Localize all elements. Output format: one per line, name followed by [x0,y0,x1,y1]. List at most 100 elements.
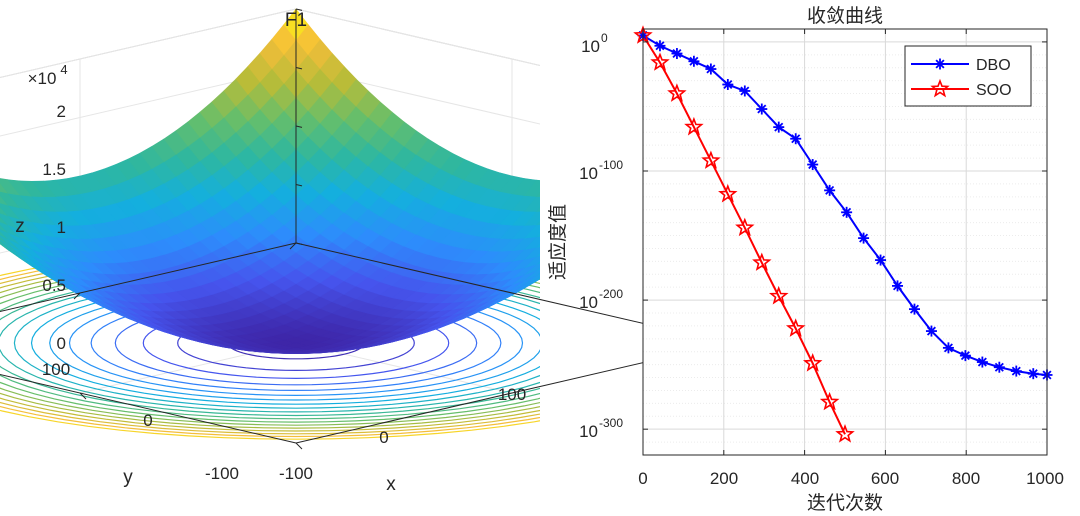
z-tick-label: 1 [57,218,66,237]
surface-mesh [0,8,644,355]
legend-box [904,45,1032,107]
marker-stroke [740,86,750,96]
marker-stroke [935,59,945,69]
data-point-soo [802,353,823,372]
data-point-dbo [875,254,887,266]
data-point-dbo [993,361,1005,373]
x-tick-label: 0 [379,428,388,447]
data-point-dbo [739,85,751,97]
data-point-dbo [773,121,785,133]
surface-patch [572,241,596,258]
data-point-dbo [671,48,683,60]
y-tick [73,292,81,300]
y-tick-base: 10 [579,422,598,441]
z-tick-label: 2 [57,102,66,121]
series-markers [633,25,1053,443]
data-point-dbo [807,159,819,171]
surface-patch [608,195,632,215]
axis-ticks-3d [73,8,303,450]
y-tick [289,242,297,250]
surface-patch [584,226,608,244]
data-point-soo [684,116,704,136]
marker-stroke [909,304,920,314]
marker-stroke [926,326,936,336]
marker-stroke [808,160,818,170]
surface-patch [572,239,596,256]
contour-line [0,248,540,438]
data-point-soo [785,318,806,337]
data-point-soo [667,83,687,102]
marker-stroke [994,362,1004,372]
y-tick-label: 100 [42,360,70,379]
surface-patch [596,222,620,241]
data-point-dbo [959,350,971,362]
legend-soo-glyph [930,78,950,98]
surface-patch [620,198,644,218]
surface-patch [572,240,596,257]
surface-patch [620,194,644,214]
marker-stroke [842,207,852,217]
data-point-soo [735,217,755,237]
z-tick [295,242,303,245]
x-tick-label: 1000 [1026,469,1064,488]
series-line-soo [643,34,846,435]
data-point-dbo [1010,365,1022,377]
data-point-dbo [942,342,954,354]
surface-patch [548,181,572,197]
surface-patch [572,202,596,219]
contour-line [0,260,540,426]
data-point-soo [819,391,840,411]
y-tick-label-group: 10 0 [581,31,608,56]
surface-patch [620,188,644,208]
z-exponent-power: 4 [60,62,67,77]
x-tick-label: 800 [952,469,980,488]
contour-line [0,251,540,435]
surface-patch [584,207,608,225]
data-point-dbo [925,325,937,337]
surface-patch [596,218,620,237]
marker-stroke [825,185,835,195]
z-tick-label: 0.5 [42,276,66,295]
data-point-dbo [705,63,717,75]
surface-patch [596,193,620,212]
surface-patch [596,183,620,202]
y-axis-label: y [123,467,133,488]
surface-patch [572,212,596,229]
y-tick-power: 0 [601,31,608,45]
surface-patch [572,241,596,258]
z-tick [295,125,303,128]
legend[interactable]: DBO SOO [904,45,1032,107]
surface-plot-panel: F1 ×10 4 z x y 0 0.5 1 1.5 2 100 0 -100 … [0,8,729,495]
marker-stroke [774,122,784,132]
surface-patch [608,212,632,232]
z-tick-label: 0 [57,334,66,353]
surface-patch [572,220,596,237]
x-tick-label: 200 [710,469,738,488]
marker-stroke [859,233,869,243]
y-tick-label-group: 10 -300 [579,416,623,441]
surface-patch [608,210,632,230]
y-tick-base: 10 [579,293,598,312]
contour-line [0,254,540,432]
z-axis-label: z [15,216,25,237]
data-point-dbo [908,303,920,315]
surface-patch [608,201,632,221]
y-tick-power: -300 [599,416,623,430]
marker-stroke [1011,366,1021,376]
surface-patch [584,231,608,249]
marker-stroke [757,104,767,114]
surface-patch [620,181,644,201]
data-point-dbo [688,55,700,67]
data-point-dbo [824,184,836,196]
contour-line [0,257,540,429]
marker-stroke [706,64,716,74]
y-tick-base: 10 [581,37,600,56]
surface-patch [584,198,608,216]
data-point-soo [718,183,738,203]
x-tick-label: -100 [279,464,313,483]
y-tick-power: -200 [599,287,623,301]
marker-stroke [1028,369,1038,379]
surface-patch [608,178,632,198]
x-axis-label: x [386,474,396,495]
marker-stroke [876,255,886,265]
